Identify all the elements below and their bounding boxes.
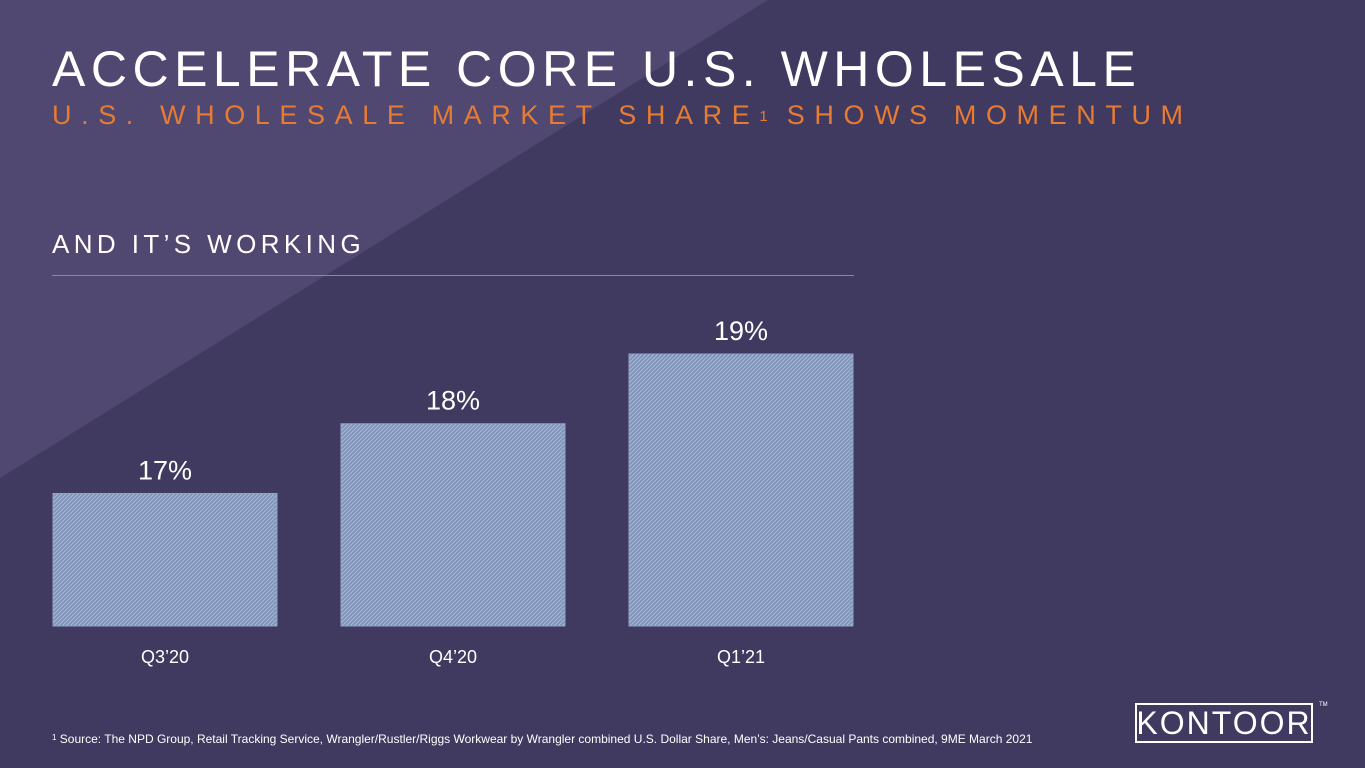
value-label-q1-21: 19% <box>714 316 768 346</box>
logo-text: KONTOOR <box>1136 705 1312 741</box>
value-label-q4-20: 18% <box>426 386 480 416</box>
page-subtitle: U.S. WHOLESALE MARKET SHARE1 SHOWS MOMEN… <box>52 98 1193 132</box>
bar-q1-21 <box>628 353 854 627</box>
subtitle-footnote-marker: 1 <box>759 108 770 125</box>
category-label-q3-20: Q3’20 <box>141 647 189 667</box>
section-heading: AND IT’S WORKING <box>52 229 366 259</box>
value-label-q3-20: 17% <box>138 455 192 485</box>
source-footnote: 1 Source: The NPD Group, Retail Tracking… <box>52 732 1032 746</box>
footnote-text: Source: The NPD Group, Retail Tracking S… <box>56 732 1033 746</box>
bar-q3-20 <box>52 492 278 627</box>
subtitle-text-before: U.S. WHOLESALE MARKET SHARE <box>52 100 760 130</box>
diagonal-band <box>0 0 768 478</box>
category-label-q1-21: Q1’21 <box>717 647 765 667</box>
page-title: ACCELERATE CORE U.S. WHOLESALE <box>52 41 1142 97</box>
subtitle-text-after: SHOWS MOMENTUM <box>769 100 1193 130</box>
value-label-group: 17% 18% 19% <box>138 316 768 485</box>
bar-q4-20 <box>340 423 566 627</box>
category-label-q4-20: Q4’20 <box>429 647 477 667</box>
category-label-group: Q3’20 Q4’20 Q1’21 <box>141 647 765 667</box>
logo-trademark: TM <box>1319 702 1328 708</box>
section-divider <box>52 275 854 276</box>
footnote-marker: 1 <box>52 733 57 742</box>
bar-group <box>52 353 854 627</box>
kontoor-logo: KONTOOR <box>1135 703 1313 743</box>
